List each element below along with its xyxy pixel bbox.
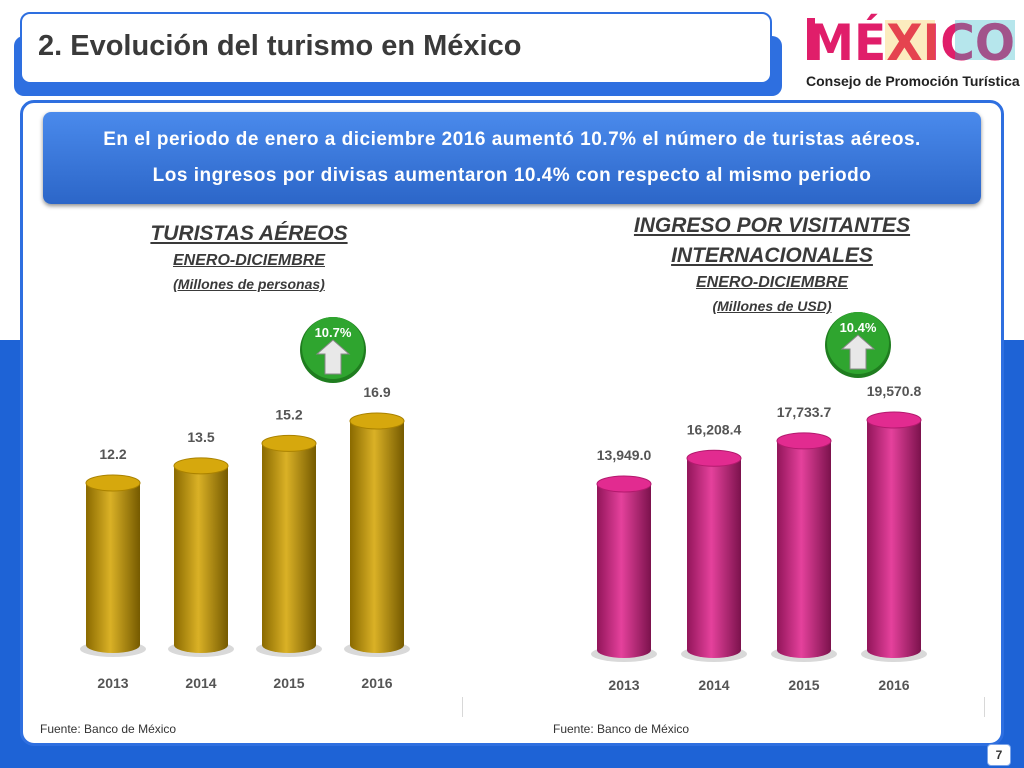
up-arrow-icon	[315, 339, 351, 375]
bar-2013	[591, 475, 657, 662]
value-label-2014: 13.5	[187, 429, 214, 445]
title-tab: 2. Evolución del turismo en México	[20, 12, 772, 84]
bar-2015	[256, 434, 322, 657]
value-label-2016: 16.9	[363, 384, 390, 400]
chart1-subtitle: ENERO-DICIEMBRE	[172, 252, 325, 269]
banner-line-1: En el periodo de enero a diciembre 2016 …	[103, 129, 921, 150]
logo-subtitle: Consejo de Promoción Turística	[806, 73, 1020, 89]
bar-2014	[681, 449, 747, 662]
page-number: 7	[987, 744, 1011, 766]
value-label-2016: 19,570.8	[867, 383, 922, 399]
value-label-2013: 12.2	[99, 446, 126, 462]
value-label-2015: 17,733.7	[777, 404, 832, 420]
x-label-2014: 2014	[698, 677, 729, 693]
mexico-logo: MÉXICO	[807, 13, 1015, 72]
chart2-subtitle: ENERO-DICIEMBRE	[695, 274, 848, 291]
bar-2016	[344, 412, 410, 657]
up-arrow-icon	[840, 334, 876, 370]
x-label-2016: 2016	[361, 675, 392, 691]
chart-divider-2	[984, 697, 985, 717]
chart1-source: Fuente: Banco de México	[40, 722, 177, 736]
banner-line-2: Los ingresos por divisas aumentaron 10.4…	[152, 165, 872, 186]
chart2-units: (Millones de USD)	[712, 298, 832, 314]
logo-wordmark: MÉXICO	[807, 13, 1015, 72]
chart1-title: TURISTAS AÉREOS	[150, 222, 348, 245]
bar-2016	[861, 411, 927, 662]
growth-badge: 10.4%	[825, 312, 891, 378]
summary-banner: En el periodo de enero a diciembre 2016 …	[43, 112, 981, 204]
growth-badge-label: 10.7%	[315, 325, 352, 340]
bar-2013	[80, 474, 146, 657]
page-title: 2. Evolución del turismo en México	[38, 30, 522, 62]
chart2-source: Fuente: Banco de México	[553, 722, 690, 736]
bar-2015	[771, 432, 837, 662]
chart2-title-line1: INGRESO POR VISITANTES	[633, 214, 911, 237]
x-label-2016: 2016	[878, 677, 909, 693]
value-label-2014: 16,208.4	[687, 421, 742, 437]
x-label-2013: 2013	[608, 677, 639, 693]
x-label-2014: 2014	[185, 675, 216, 691]
x-label-2015: 2015	[788, 677, 819, 693]
growth-badge: 10.7%	[300, 317, 366, 383]
chart-divider-1	[462, 697, 463, 717]
chart1-units: (Millones de personas)	[173, 276, 325, 292]
x-label-2013: 2013	[97, 675, 128, 691]
growth-badge-label: 10.4%	[840, 320, 877, 335]
value-label-2013: 13,949.0	[597, 447, 652, 463]
chart2-title-line2: INTERNACIONALES	[671, 244, 873, 267]
x-label-2015: 2015	[273, 675, 304, 691]
bar-2014	[168, 457, 234, 657]
value-label-2015: 15.2	[275, 406, 302, 422]
